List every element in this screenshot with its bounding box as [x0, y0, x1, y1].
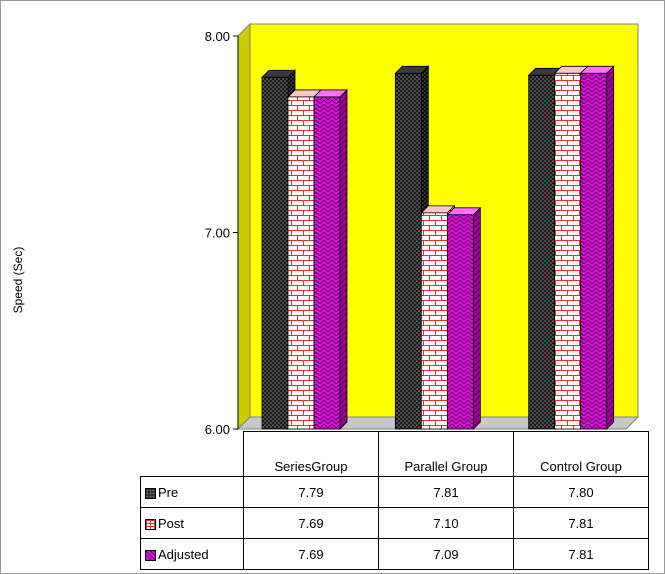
- bar-pre-2: [394, 72, 422, 430]
- bar-post-2: [420, 212, 448, 430]
- bar-adjusted-2: [446, 214, 474, 430]
- bar-adjusted-1: [313, 96, 341, 430]
- y-axis-label: Speed (Sec): [11, 246, 25, 314]
- table-header-row: SeriesGroup Parallel Group Control Group: [141, 431, 649, 477]
- legend-entry: Post: [140, 507, 244, 539]
- legend-entry: Pre: [140, 476, 244, 508]
- data-value: 7.69: [243, 538, 379, 570]
- table-corner: [141, 432, 244, 477]
- series-name: Adjusted: [158, 546, 209, 562]
- category-label: SeriesGroup: [243, 431, 379, 477]
- data-value: 7.10: [378, 507, 514, 539]
- bar-adjusted-3: [580, 72, 608, 430]
- y-tick-label: 8.00: [205, 29, 230, 44]
- legend-swatch: [145, 518, 156, 530]
- data-value: 7.79: [243, 476, 379, 508]
- legend-swatch: [145, 487, 156, 499]
- y-tick-label: 6.00: [205, 422, 230, 437]
- legend-entry: Adjusted: [140, 538, 244, 570]
- bar-pre-1: [261, 76, 289, 430]
- plot-side-wall: [237, 22, 251, 431]
- data-value: 7.81: [378, 476, 514, 508]
- data-value: 7.80: [513, 476, 649, 508]
- y-tick-label: 7.00: [205, 226, 230, 241]
- bar-post-3: [554, 72, 582, 430]
- bar-adjusted-1-side: [339, 88, 348, 430]
- category-label: Parallel Group: [378, 431, 514, 477]
- data-value: 7.81: [513, 538, 649, 570]
- data-value: 7.09: [378, 538, 514, 570]
- table-row: Post 7.69 7.10 7.81: [140, 507, 649, 539]
- table-row: Pre 7.79 7.81 7.80: [140, 476, 649, 508]
- bar-post-1: [287, 96, 315, 430]
- data-table: SeriesGroup Parallel Group Control Group Pr…: [140, 431, 649, 570]
- legend-swatch: [145, 549, 156, 561]
- series-name: Post: [158, 515, 185, 531]
- data-value: 7.69: [243, 507, 379, 539]
- data-value: 7.81: [513, 507, 649, 539]
- bar-adjusted-2-side: [472, 206, 481, 430]
- series-name: Pre: [158, 484, 179, 500]
- bar-pre-3: [528, 74, 556, 430]
- table-row: Adjusted 7.69 7.09 7.81: [140, 538, 649, 570]
- category-label: Control Group: [513, 431, 649, 477]
- bar-adjusted-3-side: [606, 65, 615, 430]
